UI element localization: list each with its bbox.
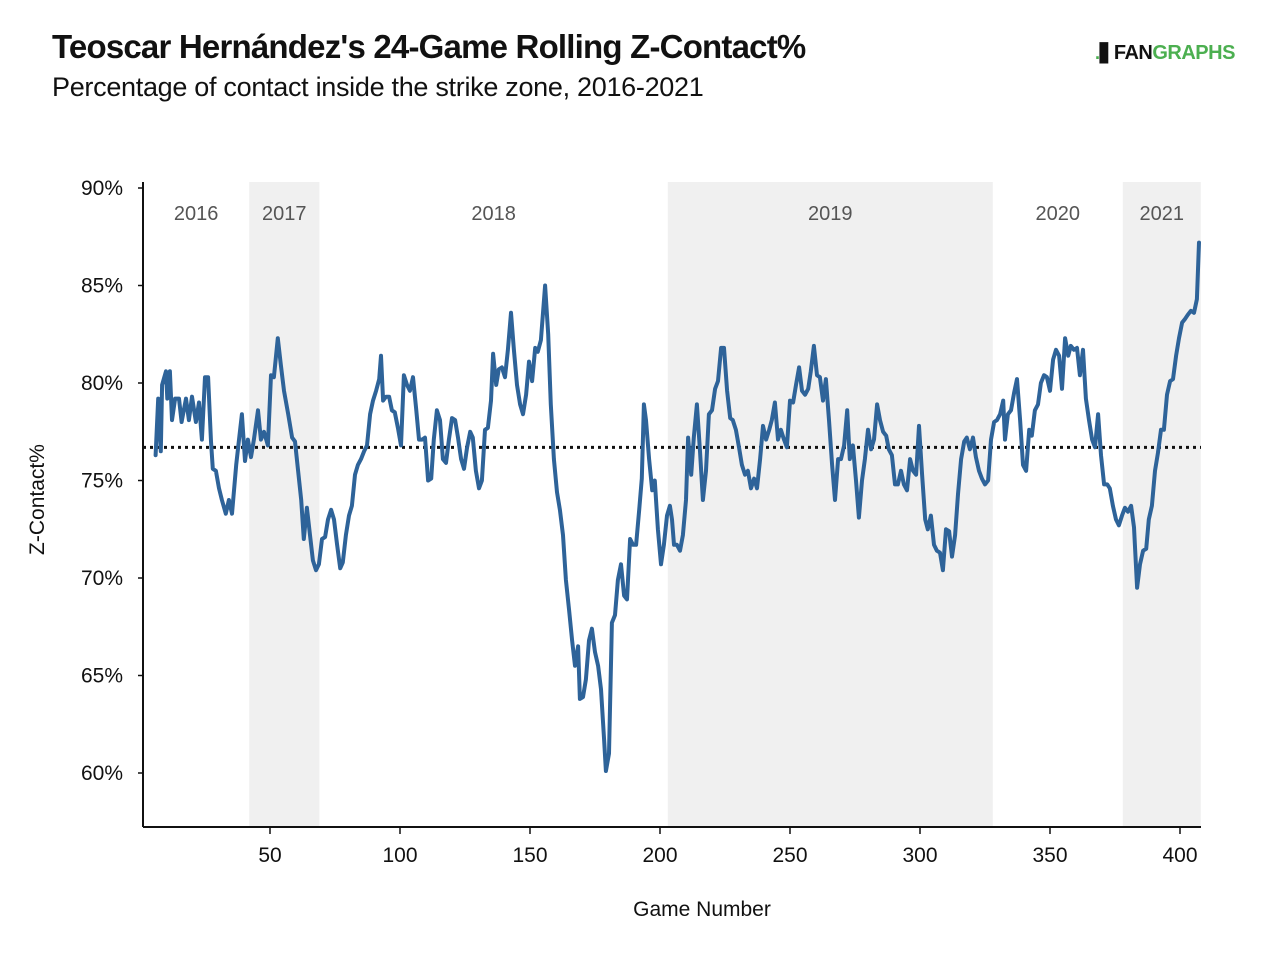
- y-tick-label: 65%: [81, 665, 123, 688]
- y-tick-label: 70%: [81, 567, 123, 590]
- chart-subtitle: Percentage of contact inside the strike …: [52, 72, 704, 102]
- season-label-2017: 2017: [262, 203, 307, 225]
- y-tick-label: 75%: [81, 470, 123, 493]
- season-label-2018: 2018: [471, 203, 516, 225]
- x-tick-label: 250: [772, 844, 807, 867]
- x-tick-label: 350: [1032, 844, 1067, 867]
- season-band-2021: [1122, 182, 1201, 827]
- y-axis-title: Z-Contact%: [26, 444, 49, 555]
- logo-dot-icon: .: [1095, 43, 1100, 63]
- x-tick-label: 50: [258, 844, 281, 867]
- logo-text-graphs: GRAPHS: [1152, 42, 1235, 64]
- y-tick-label: 80%: [81, 372, 123, 395]
- series-line: [153, 240, 1201, 773]
- logo-text-fan: FAN: [1113, 42, 1153, 64]
- season-label-2020: 2020: [1036, 203, 1081, 225]
- y-tick-label: 85%: [81, 275, 123, 298]
- season-labels: 2016 2017 2018 2019 2020 2021: [174, 203, 1184, 225]
- season-label-2016: 2016: [174, 203, 219, 225]
- x-tick-label: 300: [902, 844, 937, 867]
- season-label-2019: 2019: [808, 203, 853, 225]
- season-band-2017: [249, 182, 320, 827]
- batter-icon: ▋: [1099, 43, 1114, 63]
- season-label-2021: 2021: [1140, 203, 1185, 225]
- x-tick-label: 100: [382, 844, 417, 867]
- x-axis-title: Game Number: [633, 898, 771, 921]
- x-tick-label: 200: [642, 844, 677, 867]
- y-tick-label: 90%: [81, 177, 123, 200]
- x-tick-label: 400: [1162, 844, 1197, 867]
- axes: 60% 65% 70% 75% 80% 85% 90% 50 100 150 200 250 300 35…: [81, 177, 1201, 867]
- season-band-2019: [667, 182, 993, 827]
- chart-title: Teoscar Hernández's 24-Game Rolling Z-Co…: [52, 28, 806, 65]
- x-tick-label: 150: [512, 844, 547, 867]
- season-bands: [249, 182, 1201, 827]
- y-tick-label: 60%: [81, 762, 123, 785]
- fangraphs-logo: . ▋ FAN GRAPHS: [1095, 42, 1235, 65]
